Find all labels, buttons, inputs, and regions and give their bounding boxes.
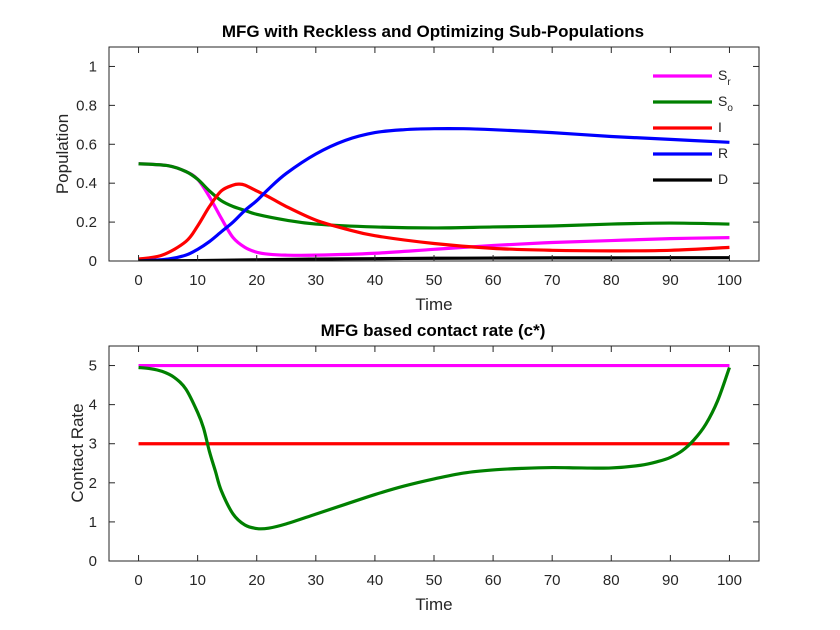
population-x-tick-label: 100 bbox=[717, 272, 742, 289]
legend-label-r: R bbox=[718, 145, 728, 161]
contact-rate-y-tick-label: 0 bbox=[89, 553, 97, 570]
contact-rate-x-tick-label: 50 bbox=[426, 572, 443, 589]
contact-rate-y-tick-label: 5 bbox=[89, 358, 97, 375]
contact-rate-x-tick-label: 60 bbox=[485, 572, 502, 589]
population-x-axis-label: Time bbox=[415, 295, 452, 314]
legend-label-d: D bbox=[718, 171, 728, 187]
contact-rate-x-tick-label: 100 bbox=[717, 572, 742, 589]
contact-rate-chart: MFG based contact rate (c*) 0 10 20 30 40 50 6… bbox=[68, 321, 760, 614]
contact-rate-x-tick-label: 10 bbox=[189, 572, 206, 589]
population-y-tick-label: 0.8 bbox=[76, 97, 97, 114]
contact-rate-y-ticks: 0 1 2 3 4 5 bbox=[89, 358, 759, 570]
population-y-tick-label: 1 bbox=[89, 58, 97, 75]
contact-rate-x-tick-label: 0 bbox=[134, 572, 142, 589]
population-chart-title: MFG with Reckless and Optimizing Sub-Pop… bbox=[222, 22, 644, 41]
population-x-ticks: 0 10 20 30 40 50 60 70 80 90 100 bbox=[134, 47, 742, 289]
legend-label-i: I bbox=[718, 119, 722, 135]
contact-rate-x-ticks: 0 10 20 30 40 50 60 70 80 90 100 bbox=[134, 346, 742, 589]
population-y-tick-label: 0 bbox=[89, 253, 97, 270]
population-x-tick-label: 70 bbox=[544, 272, 561, 289]
contact-rate-y-tick-label: 2 bbox=[89, 475, 97, 492]
population-chart: MFG with Reckless and Optimizing Sub-Pop… bbox=[53, 22, 760, 314]
population-x-tick-label: 20 bbox=[248, 272, 265, 289]
population-series-r-line bbox=[138, 126, 730, 261]
population-x-tick-label: 90 bbox=[662, 272, 679, 289]
contact-rate-chart-title: MFG based contact rate (c*) bbox=[321, 321, 546, 340]
legend-label-s-r: Sr bbox=[718, 67, 731, 88]
population-y-ticks: 0 0.2 0.4 0.6 0.8 1 bbox=[76, 58, 759, 270]
population-legend: Sr So IRD bbox=[653, 67, 733, 187]
contact-rate-x-axis-label: Time bbox=[415, 595, 452, 614]
contact-rate-x-tick-label: 20 bbox=[248, 572, 265, 589]
contact-rate-x-tick-label: 80 bbox=[603, 572, 620, 589]
population-x-tick-label: 30 bbox=[307, 272, 324, 289]
contact-rate-x-tick-label: 90 bbox=[662, 572, 679, 589]
contact-rate-y-tick-label: 4 bbox=[89, 397, 97, 414]
population-x-tick-label: 40 bbox=[367, 272, 384, 289]
contact-rate-series-s-o-line bbox=[138, 365, 731, 531]
contact-rate-y-tick-label: 3 bbox=[89, 436, 97, 453]
population-x-tick-label: 80 bbox=[603, 272, 620, 289]
population-x-tick-label: 0 bbox=[134, 272, 142, 289]
population-x-tick-label: 50 bbox=[426, 272, 443, 289]
contact-rate-x-tick-label: 40 bbox=[367, 572, 384, 589]
population-y-tick-label: 0.6 bbox=[76, 136, 97, 153]
contact-rate-x-tick-label: 70 bbox=[544, 572, 561, 589]
contact-rate-y-axis-label: Contact Rate bbox=[68, 403, 87, 502]
population-x-tick-label: 10 bbox=[189, 272, 206, 289]
population-x-tick-label: 60 bbox=[485, 272, 502, 289]
population-plot-area bbox=[109, 47, 759, 261]
contact-rate-x-tick-label: 30 bbox=[307, 572, 324, 589]
contact-rate-y-tick-label: 1 bbox=[89, 514, 97, 531]
population-series-s-o-line bbox=[138, 162, 730, 230]
population-y-axis-label: Population bbox=[53, 114, 72, 194]
population-series-i-line bbox=[138, 182, 730, 261]
contact-rate-plot-area bbox=[109, 346, 759, 561]
contact-rate-series-group bbox=[138, 363, 731, 531]
population-y-tick-label: 0.2 bbox=[76, 214, 97, 231]
population-y-tick-label: 0.4 bbox=[76, 175, 97, 192]
legend-label-s-o: So bbox=[718, 93, 733, 114]
